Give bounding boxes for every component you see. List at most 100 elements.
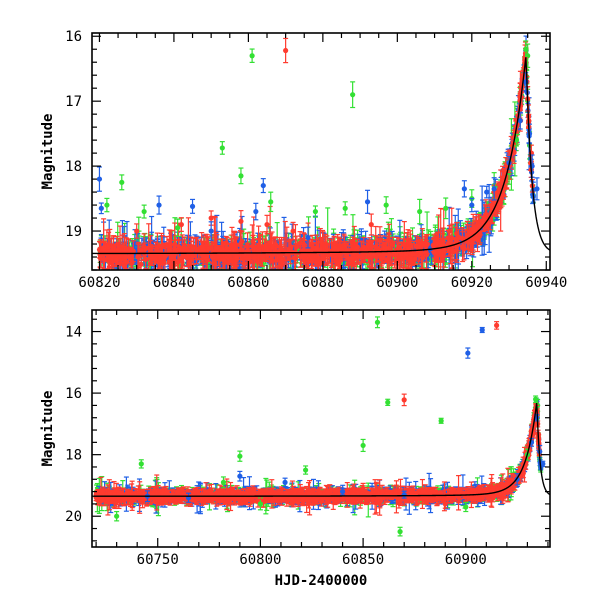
data-point-green (104, 197, 110, 213)
data-point-red (398, 492, 404, 504)
data-point-green (463, 501, 469, 513)
data-point-blue (339, 487, 346, 496)
data-point-blue (484, 185, 490, 199)
data-point-red (302, 243, 308, 267)
data-point-red (149, 247, 155, 266)
data-point-red (313, 234, 319, 262)
data-point-green (360, 438, 366, 453)
data-point-green (220, 476, 227, 489)
data-point-red (178, 217, 184, 232)
y-tick-label: 16 (65, 29, 82, 45)
y-axis-label: Magnitude (40, 114, 56, 190)
x-tick-label: 60750 (137, 552, 179, 568)
data-point-red (317, 486, 323, 501)
data-point-red (184, 246, 190, 268)
data-point-green (119, 174, 125, 191)
data-layer (92, 35, 550, 270)
x-tick-label: 60840 (153, 275, 195, 291)
data-point-red (434, 490, 440, 506)
data-point-red (142, 242, 148, 256)
bottom-panel: 60750 60800 60850 60900 14 16 18 20 Magnitude HJD… (40, 309, 551, 589)
x-tick-label: 60880 (302, 275, 344, 291)
data-point-red (377, 226, 383, 255)
data-point-red (288, 491, 294, 506)
data-point-green (237, 450, 243, 462)
data-point-blue (534, 177, 540, 201)
data-point-blue (491, 177, 497, 201)
data-point-red (428, 487, 434, 502)
data-point-green (312, 205, 319, 218)
data-point-blue (469, 197, 475, 213)
data-point-red (235, 492, 242, 505)
data-layer (92, 316, 550, 537)
data-point-blue (237, 470, 243, 482)
data-point-green (385, 398, 391, 406)
data-point-red (290, 221, 296, 241)
x-tick-label: 60850 (342, 552, 384, 568)
data-point-red (203, 245, 209, 270)
data-point-red (221, 250, 227, 270)
axis-frame (91, 32, 551, 271)
data-point-green (350, 81, 356, 109)
data-point-green (268, 191, 274, 213)
data-point-green (138, 459, 144, 469)
data-point-green (374, 316, 381, 329)
data-point-red (324, 485, 331, 500)
data-point-red (370, 490, 376, 497)
data-point-red (334, 492, 340, 505)
data-point-red (420, 487, 427, 496)
data-point-green (397, 526, 403, 537)
y-tick-label: 20 (65, 509, 82, 525)
data-point-blue (364, 189, 371, 214)
data-point-red (300, 492, 306, 505)
data-point-blue (479, 326, 485, 334)
data-point-blue (540, 460, 546, 468)
data-point-red (398, 241, 404, 267)
x-tick-label: 60900 (445, 552, 487, 568)
data-point-green (302, 465, 309, 475)
data-point-red (403, 238, 409, 269)
data-point-red (349, 245, 355, 270)
data-point-red (267, 205, 273, 270)
x-tick-label: 60920 (451, 275, 493, 291)
data-point-red (401, 393, 407, 407)
data-point-red (237, 230, 244, 261)
data-point-red (480, 215, 486, 233)
y-tick-label: 18 (65, 448, 82, 464)
data-point-blue (208, 221, 214, 241)
data-point-red (259, 246, 266, 267)
data-point-blue (461, 180, 467, 198)
data-point-red (162, 242, 168, 270)
data-point-red (278, 250, 285, 270)
data-point-blue (282, 477, 288, 488)
data-point-green (383, 196, 389, 214)
data-point-red (179, 234, 185, 263)
data-point-red (238, 210, 244, 233)
data-point-red (357, 490, 363, 509)
x-tick-label: 60860 (227, 275, 269, 291)
data-point-red (384, 235, 390, 263)
data-point-red (412, 253, 418, 265)
data-point-red (306, 488, 312, 499)
data-point-green (417, 198, 423, 225)
axis-frame (91, 309, 551, 548)
data-point-red (118, 488, 124, 499)
x-axis-label: HJD-2400000 (275, 573, 368, 589)
data-point-green (438, 417, 444, 424)
data-point-green (141, 204, 147, 219)
data-point-blue (305, 226, 311, 249)
data-point-red (249, 224, 255, 269)
data-point-red (439, 230, 446, 260)
data-point-red (134, 223, 140, 239)
data-point-blue (96, 166, 103, 192)
data-point-red (283, 37, 289, 64)
data-point-red (122, 492, 128, 506)
data-point-red (354, 238, 360, 256)
y-tick-label: 19 (65, 224, 82, 240)
data-point-red (264, 214, 270, 235)
data-point-green (175, 218, 181, 238)
data-point-green (114, 510, 120, 522)
data-point-red (298, 246, 304, 268)
data-point-red (210, 251, 216, 264)
y-tick-label: 17 (65, 94, 82, 110)
